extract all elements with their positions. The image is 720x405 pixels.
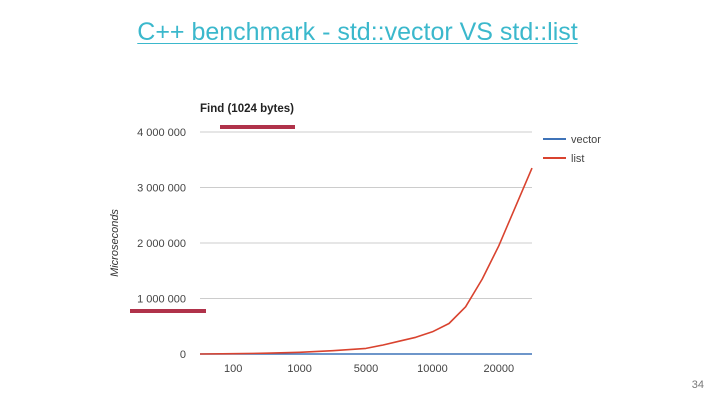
x-tick-label: 1000: [287, 363, 311, 375]
page-number: 34: [691, 379, 704, 391]
x-tick-label: 10000: [417, 363, 448, 375]
y-tick-label: 4 000 000: [137, 127, 186, 139]
x-tick-label: 20000: [484, 363, 515, 375]
series-line-list: [199, 167, 533, 355]
y-tick-label: 0: [180, 349, 186, 361]
slide-title: C++ benchmark - std::vector VS std::list: [137, 18, 578, 46]
chart-svg: Find (1024 bytes) Microseconds 0 1 000 000 2…: [109, 103, 601, 375]
y-axis-label: Microseconds: [109, 209, 121, 277]
legend-label-vector: vector: [571, 134, 601, 146]
chart-title: Find (1024 bytes): [200, 103, 294, 115]
y-tick-label: 3 000 000: [137, 183, 186, 195]
chart: Find (1024 bytes) Microseconds 0 1 000 000 2…: [100, 92, 640, 382]
legend-label-list: list: [571, 153, 584, 165]
y-tick-label: 2 000 000: [137, 238, 186, 250]
y-tick-label: 1 000 000: [137, 294, 186, 306]
x-tick-label: 5000: [354, 363, 378, 375]
x-tick-label: 100: [224, 363, 242, 375]
highlight-bar-ytick: [130, 309, 206, 313]
highlight-bar-title: [220, 125, 295, 129]
